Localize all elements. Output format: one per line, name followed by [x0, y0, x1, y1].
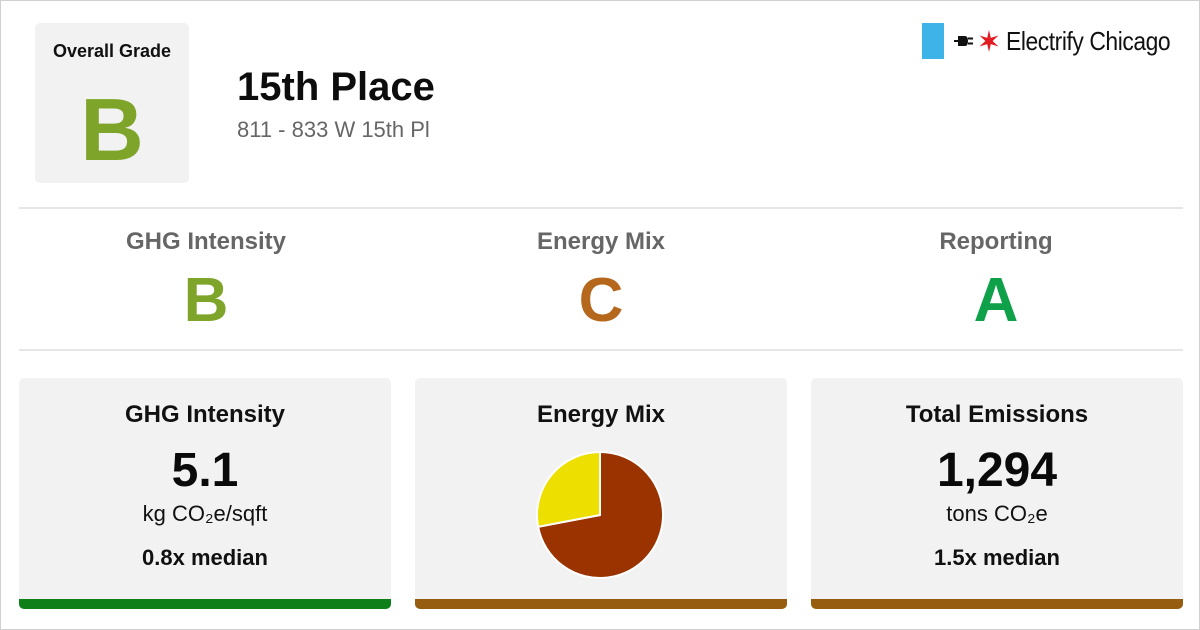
chicago-flag-bar-icon: [922, 23, 945, 59]
overall-grade-label: Overall Grade: [52, 41, 172, 61]
card-median: 1.5x median: [934, 545, 1060, 570]
overall-grade-letter: B: [80, 80, 144, 179]
building-address: 811 - 833 W 15th Pl: [237, 117, 430, 142]
grade-label: Energy Mix: [536, 228, 666, 255]
card-accent-bar: [19, 599, 391, 609]
grade-letter: A: [973, 266, 1019, 335]
card-title: GHG Intensity: [124, 401, 286, 428]
card-accent-bar: [415, 599, 787, 609]
building-name: 15th Place: [237, 65, 435, 109]
grade-label: Reporting: [939, 228, 1053, 255]
overall-grade-box: Overall Grade B: [35, 23, 189, 183]
card-ghg-intensity: GHG Intensity 5.1 kg CO₂e/sqft 0.8x medi…: [19, 378, 391, 609]
card-total-emissions: Total Emissions 1,294 tons CO₂e 1.5x med…: [811, 378, 1183, 609]
card-accent-bar: [811, 599, 1183, 609]
star-icon: [978, 30, 1000, 52]
grade-label: GHG Intensity: [125, 228, 287, 255]
card-energy-mix: Energy Mix: [415, 378, 787, 609]
grade-energy-mix: Energy Mix C: [406, 227, 796, 333]
divider-bottom: [19, 349, 1183, 351]
card-title: Energy Mix: [536, 401, 666, 428]
grade-letter: C: [578, 266, 624, 335]
pie-slice-1: [536, 450, 601, 528]
plug-icon: [954, 34, 974, 48]
energy-mix-pie-chart: [535, 450, 665, 580]
electrify-chicago-logo: Electrify Chicago: [922, 23, 1175, 59]
card-value: 5.1: [171, 444, 239, 497]
divider-top: [19, 207, 1183, 209]
grade-reporting: Reporting A: [801, 227, 1191, 333]
logo-text: Electrify Chicago: [1006, 25, 1171, 56]
card-unit: tons CO₂e: [946, 501, 1048, 526]
card-median: 0.8x median: [142, 545, 268, 570]
card-unit: kg CO₂e/sqft: [142, 501, 268, 526]
card-title: Total Emissions: [905, 401, 1089, 428]
card-value: 1,294: [936, 444, 1058, 497]
grade-ghg-intensity: GHG Intensity B: [11, 227, 401, 333]
grade-letter: B: [183, 266, 229, 335]
